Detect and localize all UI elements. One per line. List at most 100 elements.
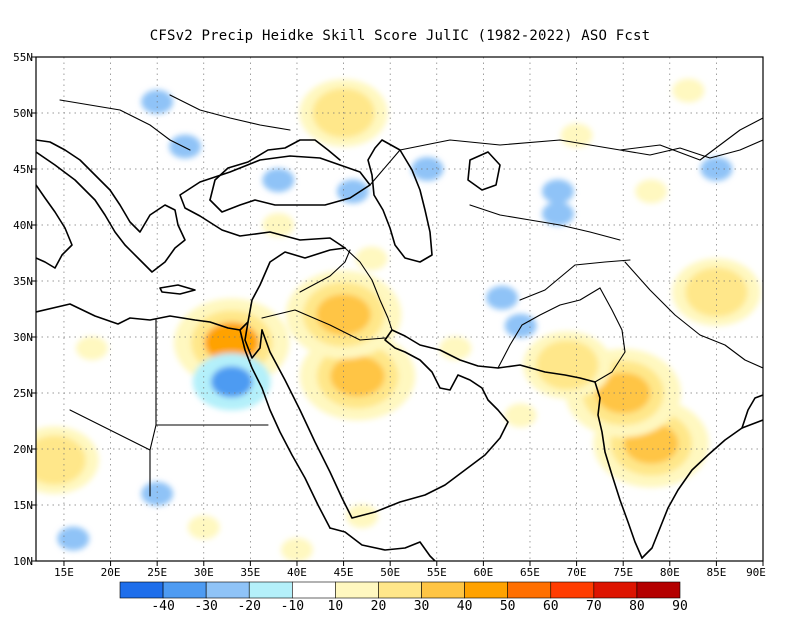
colorbar-label: 20 [371,599,387,614]
lon-tick-label: 55E [427,566,447,579]
colorbar-swatch [507,581,552,599]
skill-cell [541,201,574,226]
lat-tick-label: 45N [13,163,33,176]
iran-iraq-border [344,247,393,331]
skill-cell [141,481,174,506]
colorbar-label: 50 [500,599,516,614]
colorbar-swatch [421,581,465,599]
colorbar-label: 90 [672,599,688,614]
colorbar-label: -20 [237,599,260,614]
colorbar-swatch [248,581,293,599]
colorbar-label: 60 [543,599,559,614]
colorbar-swatch [335,581,379,599]
lat-tick-label: 50N [13,107,33,120]
lat-tick-label: 55N [13,51,33,64]
lon-tick-label: 90E [746,566,766,579]
india-east-coast [641,419,763,559]
lat-lon-grid [36,57,763,561]
colorbar-label: -40 [151,599,174,614]
red-sea-west-coast [239,329,331,529]
colorbar-swatch [593,581,638,599]
skill-cell [169,134,202,159]
lon-tick-label: 50E [380,566,400,579]
skill-cell [546,349,589,381]
italy-coast [36,184,73,269]
ukraine-russia-border [169,94,291,131]
skill-cell [672,78,705,103]
skill-cell [504,313,537,338]
colorbar-swatch [292,581,336,599]
lat-tick-label: 35N [13,275,33,288]
lat-tick-label: 40N [13,219,33,232]
crete-island [159,284,196,295]
mongolia-border [619,139,763,159]
lon-tick-label: 25E [147,566,167,579]
colorbar-label: -10 [281,599,304,614]
lon-tick-label: 75E [613,566,633,579]
lon-tick-label: 45E [334,566,354,579]
lon-tick-label: 65E [520,566,540,579]
skill-cell [700,157,733,181]
skill-cell [695,276,738,308]
balkans-coast [36,139,186,273]
axis-ticks: 15E 20E 25E 30E 35E 40E 45E 50E 55E 60E 65E 70E 75E 8… [13,51,766,579]
colorbar-label: -30 [194,599,217,614]
colorbar-swatch [464,581,508,599]
lon-tick-label: 60E [473,566,493,579]
central-asia-border [469,204,621,241]
skill-cell [355,246,388,271]
skill-cell [187,515,220,540]
skill-score-field [36,78,761,561]
skill-cell [635,179,668,204]
colorbar-label: 30 [414,599,430,614]
lat-tick-label: 15N [13,499,33,512]
black-sea-north-coast [209,139,341,201]
caspian-sea [367,139,433,263]
lat-tick-label: 10N [13,555,33,568]
saudi-iraq-border [261,309,386,341]
bangladesh-coast [741,394,763,429]
skill-cell [57,526,90,551]
kazakhstan-border [369,117,763,186]
lon-tick-label: 80E [660,566,680,579]
skill-cell [541,179,574,204]
skill-cell [262,168,295,193]
colorbar-swatch [205,581,250,599]
skill-cell [210,366,253,398]
lon-tick-label: 20E [101,566,121,579]
skill-cell [486,285,519,310]
chad-border [69,409,151,451]
aral-sea [467,151,501,191]
iran-coast [391,329,596,383]
colorbar-swatch [550,581,595,599]
colorbar-swatch [162,581,207,599]
colorbar-swatch [378,581,422,599]
india-pakistan-border [594,287,626,383]
afghanistan-border [519,259,631,301]
lat-tick-label: 30N [13,331,33,344]
lon-tick-label: 35E [240,566,260,579]
lon-tick-label: 85E [706,566,726,579]
colorbar: -40 -30 -20 -10 10 20 30 40 50 60 70 80 90 [119,581,688,614]
arabian-peninsula-coast [261,329,509,519]
skill-cell [504,403,537,428]
lon-tick-label: 70E [567,566,587,579]
lon-tick-label: 30E [194,566,214,579]
iraq-syria-border [299,249,351,293]
europe-border [59,99,191,151]
libya-egypt-border [149,319,157,497]
colorbar-swatch [119,581,164,599]
lon-tick-label: 15E [54,566,74,579]
coastlines-and-borders [36,94,763,561]
skill-cell [346,504,379,529]
colorbar-label: 80 [629,599,645,614]
skill-cell [330,355,385,397]
lat-tick-label: 25N [13,387,33,400]
mediterranean-south-coast [36,247,346,331]
india-west-coast [594,381,643,559]
lon-tick-label: 40E [287,566,307,579]
sinai-coast [244,321,263,359]
turkey-coast [179,155,371,249]
colorbar-label: 10 [328,599,344,614]
skill-cell [75,336,108,361]
